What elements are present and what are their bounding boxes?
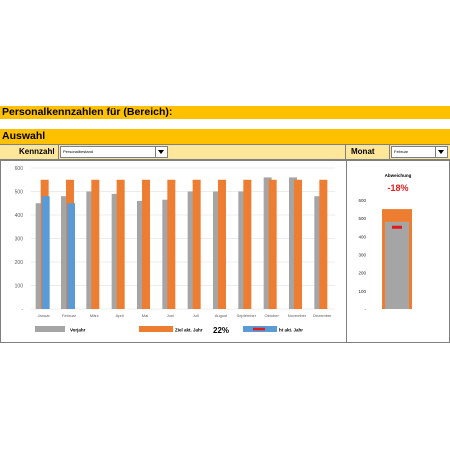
y-tick-label: 100 [15, 284, 24, 290]
bar-ist [67, 203, 75, 309]
x-tick-label: Februar [62, 313, 77, 318]
y-tick-label: 500 [15, 190, 24, 196]
bar-ziel [243, 179, 252, 309]
bar-vorjahr [263, 177, 272, 309]
bar-ziel [142, 179, 150, 309]
legend-swatch-ziel [139, 326, 173, 332]
monat-select[interactable]: Februar [391, 146, 448, 158]
bar-vorjahr [162, 199, 171, 309]
y-tick-label: 200 [358, 271, 366, 276]
y-tick-label: 600 [15, 166, 24, 172]
x-tick-label: Dezember [313, 313, 332, 318]
y-tick-label: 400 [15, 213, 24, 219]
x-tick-label: August [215, 313, 228, 318]
bar-ziel [192, 179, 201, 309]
y-tick-label: 500 [358, 216, 366, 221]
bar-vorjahr [35, 203, 44, 309]
x-tick-label: März [90, 313, 99, 318]
bar-vorjahr [385, 221, 409, 309]
bar-ziel [167, 179, 176, 309]
legend-percentage: 22% [213, 326, 229, 335]
page-title: Personalkennzahlen für (Bereich): [0, 106, 450, 119]
bar-vorjahr [238, 191, 247, 309]
chevron-down-icon[interactable] [435, 147, 447, 157]
y-tick-label: 300 [358, 253, 366, 258]
legend-swatch-vorjahr [35, 326, 65, 332]
bar-vorjahr [187, 191, 196, 309]
legend-marker-ist [253, 327, 265, 331]
deviation-chart-panel: Abweichung -18% - 100 200 300 400 500 600 [346, 160, 450, 343]
legend-label-ist: ht akt. Jahr [279, 328, 303, 333]
x-tick-label: Juli [193, 313, 199, 318]
kennzahl-select[interactable]: Personalbestand [60, 146, 168, 158]
chevron-down-icon[interactable] [155, 147, 167, 157]
bar-ziel [116, 179, 125, 309]
legend-label-vorjahr: Vorjahr [70, 328, 86, 333]
x-tick-label: November [288, 313, 307, 318]
legend-label-ziel: Ziel akt. Jahr [175, 328, 203, 333]
y-tick-label: 300 [15, 237, 24, 243]
x-tick-label: Januar [38, 313, 51, 318]
x-tick-label: Oktober [265, 313, 280, 318]
y-tick-label: 400 [358, 234, 366, 239]
y-tick-label: 200 [15, 260, 24, 266]
section-title-auswahl: Auswahl [0, 129, 450, 144]
x-tick-label: Juni [167, 313, 174, 318]
filter-divider [389, 145, 390, 159]
ist-marker [392, 225, 402, 229]
monat-label: Monat [351, 147, 375, 156]
x-tick-label: September [237, 313, 257, 318]
monat-select-value: Februar [394, 149, 409, 154]
bar-ziel [91, 179, 100, 309]
deviation-value: -18% [387, 183, 408, 193]
filter-divider [58, 145, 59, 159]
main-chart-panel: - 100 200 300 400 500 600 Januar Februar März Apri… [0, 160, 347, 343]
bar-ziel [218, 179, 226, 309]
filter-divider [345, 145, 346, 159]
bar-ist [41, 196, 50, 309]
bar-vorjahr [314, 196, 323, 309]
title-spacer [0, 119, 450, 127]
y-tick-label: - [365, 307, 367, 312]
bar-vorjahr [111, 193, 120, 309]
bar-vorjahr [61, 196, 69, 309]
y-tick-label: - [21, 307, 23, 313]
y-tick-label: 100 [358, 289, 366, 294]
x-tick-label: April [116, 313, 124, 318]
bar-vorjahr [137, 200, 145, 309]
bar-ziel [319, 179, 328, 309]
deviation-chart: Abweichung -18% - 100 200 300 400 500 600 [358, 173, 412, 312]
deviation-title: Abweichung [385, 173, 412, 178]
bar-vorjahr [289, 177, 297, 309]
bar-ziel [268, 179, 277, 309]
bar-ziel [294, 179, 302, 309]
bar-vorjahr [86, 191, 95, 309]
filter-row: Kennzahl Personalbestand Monat Februar [0, 144, 450, 160]
monthly-bar-chart: - 100 200 300 400 500 600 Januar Februar März Apri… [15, 166, 335, 335]
y-tick-label: 600 [358, 198, 366, 203]
x-tick-label: Mai [142, 313, 149, 318]
kennzahl-label: Kennzahl [19, 147, 55, 156]
bar-vorjahr [213, 191, 221, 309]
kennzahl-select-value: Personalbestand [63, 149, 94, 154]
